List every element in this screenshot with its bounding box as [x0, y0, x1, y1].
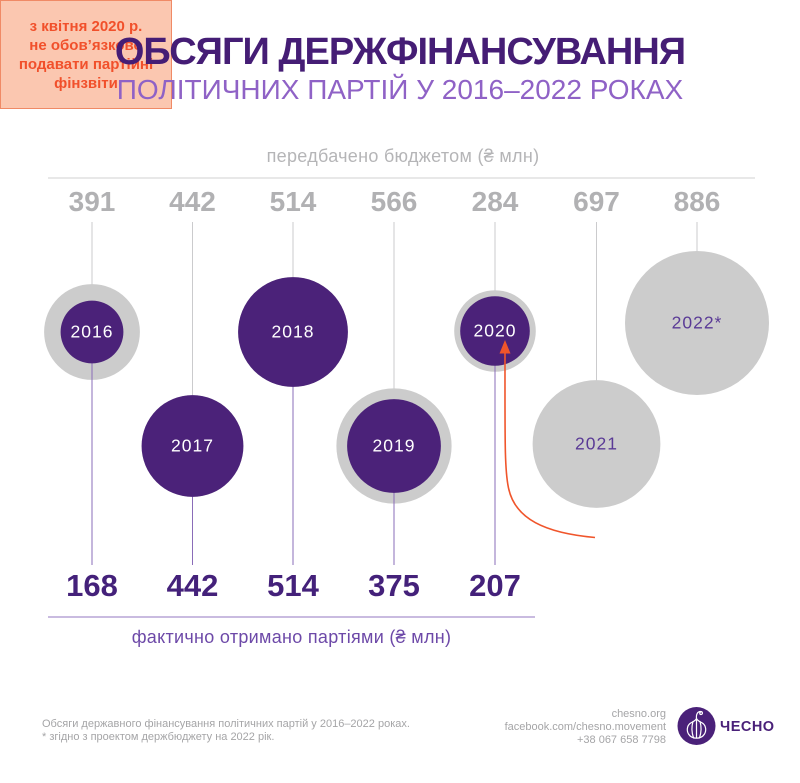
chesno-logo [677, 707, 716, 745]
budget-bubble-2021 [532, 380, 661, 508]
annotation-arrow [499, 340, 596, 539]
annotation-arrow-curve [504, 351, 596, 539]
annotation-line-1: з квітня 2020 р. [29, 17, 143, 35]
annotation-arrowhead-icon [499, 340, 511, 354]
annotation-line-2: не обов’язково [29, 36, 143, 54]
garlic-icon [686, 710, 707, 739]
received-bubble-2017 [141, 395, 244, 497]
annotation-line-3: подавати партійні [18, 55, 154, 73]
received-bubble-2016 [60, 300, 124, 364]
bubble-group [44, 222, 769, 565]
budget-bubble-2022 [625, 251, 769, 395]
annotation-line-4: фінзвіти [54, 74, 118, 92]
received-bubble-2019 [347, 399, 441, 493]
received-bubble-2020 [460, 296, 530, 366]
annotation-box: з квітня 2020 р. не обов’язково подавати… [0, 0, 172, 109]
received-bubble-2018 [238, 277, 348, 387]
